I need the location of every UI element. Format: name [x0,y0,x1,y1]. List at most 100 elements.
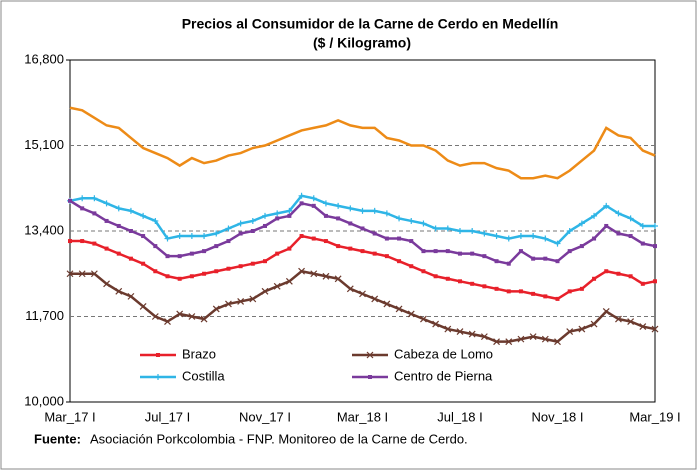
point [298,267,305,275]
source-label: Fuente: [34,431,81,446]
y-tick-label: 15,100 [24,137,64,152]
point [505,235,512,242]
legend-label: Cabeza de Lomo [394,346,493,361]
point [156,353,160,357]
point [311,203,316,208]
point [445,249,450,254]
point [141,234,146,239]
point [310,270,318,278]
point [116,251,121,256]
point [433,249,438,254]
point [213,230,220,237]
point [298,192,305,199]
point [493,233,500,240]
point [273,282,281,290]
point [384,236,389,241]
point [237,297,245,305]
point [396,215,403,222]
point [627,318,635,325]
point [578,220,585,227]
point [80,206,85,211]
point [104,246,109,251]
point [127,292,135,300]
point [371,207,378,214]
point [517,335,525,343]
point [616,231,621,236]
point [274,210,281,217]
point [153,269,158,274]
point [140,212,147,219]
point [189,251,194,256]
point [79,195,86,202]
point [155,374,161,380]
point [615,210,622,217]
point [554,338,561,346]
point [275,216,280,221]
point [92,241,97,246]
point [348,246,353,251]
point [579,244,584,249]
point [421,249,426,254]
point [506,261,511,266]
point [481,230,488,237]
point [201,233,208,240]
legend-label: Brazo [182,346,216,361]
source-text: Asociación Porkcolombia - FNP. Monitoreo… [90,431,468,446]
x-tick-label: Nov_17 I [239,409,291,424]
point [530,233,537,240]
point [592,276,597,281]
point [238,264,243,269]
point [567,249,572,254]
point [91,195,98,202]
point [420,315,427,323]
point [384,254,389,259]
point [226,266,231,271]
point [494,286,499,291]
point [214,269,219,274]
point [68,239,72,244]
point [225,300,232,308]
point [128,256,133,261]
point [103,280,110,288]
point [395,305,403,313]
point [616,271,621,276]
point [639,323,647,330]
x-tick-label: Mar_18 I [337,409,388,424]
point [567,289,572,294]
point [543,294,548,299]
point [592,236,597,241]
point [615,315,622,323]
point [139,303,147,310]
point [165,254,170,259]
point [164,235,171,242]
point [566,328,574,336]
series-line [69,106,656,180]
point [202,249,207,254]
point [152,217,159,224]
point [262,212,268,219]
point [639,222,646,229]
point [177,254,182,259]
point [653,279,657,284]
point [164,318,171,325]
point [444,225,451,232]
point [285,277,293,285]
point [66,270,74,278]
point [323,213,328,218]
point [651,325,659,333]
point [287,246,292,251]
point [212,305,220,313]
point [322,272,330,280]
x-tick-label: Mar_19 I [629,409,680,424]
point [299,201,304,206]
point [408,217,415,224]
point [188,233,195,240]
point [518,249,523,254]
point [457,228,463,234]
point [366,351,374,359]
point [250,229,255,233]
point [494,259,499,264]
chart-title: Precios al Consumidor de la Carne de Cer… [182,16,559,32]
